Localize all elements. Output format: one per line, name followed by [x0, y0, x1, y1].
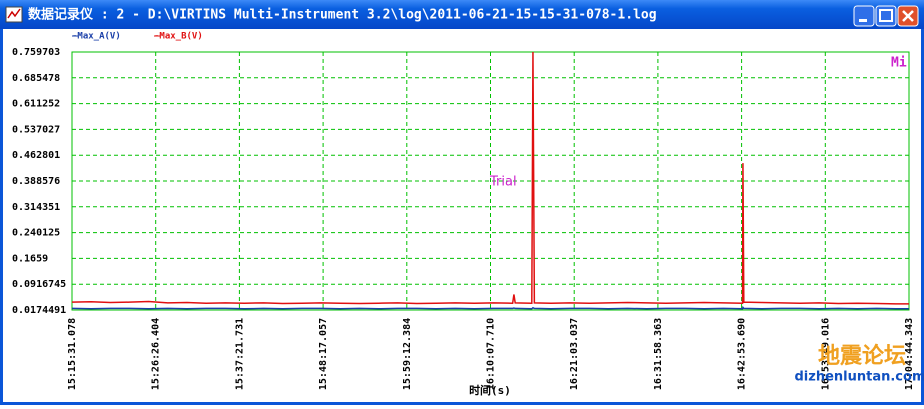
x-tick-label: 17:04:44.343: [904, 318, 915, 390]
x-tick-label: 16:31:58.363: [653, 318, 664, 390]
y-tick-label: 0.759703: [12, 47, 60, 58]
y-tick-label: 0.1659: [12, 253, 48, 264]
y-tick-label: 0.537027: [12, 124, 60, 135]
window-title: 数据记录仪 : 2 - D:\VIRTINS Multi-Instrument …: [28, 7, 657, 23]
x-tick-label: 15:37:21.731: [234, 318, 245, 390]
x-tick-label: 16:21:03.037: [569, 318, 580, 390]
x-tick-label: 16:10:07.710: [485, 318, 496, 390]
x-tick-label: 16:53:49.016: [820, 318, 831, 390]
x-axis-label: 时间(s): [469, 383, 511, 397]
y-tick-label: 0.314351: [12, 202, 60, 213]
annotation: Mi: [891, 56, 907, 71]
x-tick-label: 16:42:53.690: [737, 318, 748, 390]
x-tick-label: 15:15:31.078: [67, 318, 78, 390]
y-tick-label: 0.685478: [12, 73, 60, 84]
close-button[interactable]: [897, 5, 919, 27]
y-tick-label: 0.0916745: [12, 279, 66, 290]
y-tick-label: 0.0174491: [12, 305, 66, 316]
legend-entry: -Max_B(V): [154, 32, 203, 42]
title-bar: [0, 0, 924, 29]
x-tick-label: 15:59:12.384: [402, 318, 413, 390]
watermark: dizhenluntan.com: [795, 370, 924, 385]
data-line: [71, 51, 909, 305]
minimize-button[interactable]: [853, 5, 875, 27]
y-tick-label: 0.240125: [12, 228, 60, 239]
y-tick-label: 0.611252: [12, 99, 60, 110]
y-tick-label: 0.388576: [12, 176, 60, 187]
data-line: [71, 305, 909, 310]
x-tick-label: 15:26:26.404: [151, 318, 162, 390]
legend-entry: -Max_A(V): [72, 32, 121, 42]
app-icon-graph: [7, 8, 21, 19]
watermark: 地震论坛: [818, 343, 906, 369]
y-tick-label: 0.462801: [12, 150, 60, 161]
annotation: Trial: [489, 175, 517, 190]
x-tick-label: 15:48:17.057: [318, 318, 329, 390]
maximize-button[interactable]: [875, 5, 897, 27]
